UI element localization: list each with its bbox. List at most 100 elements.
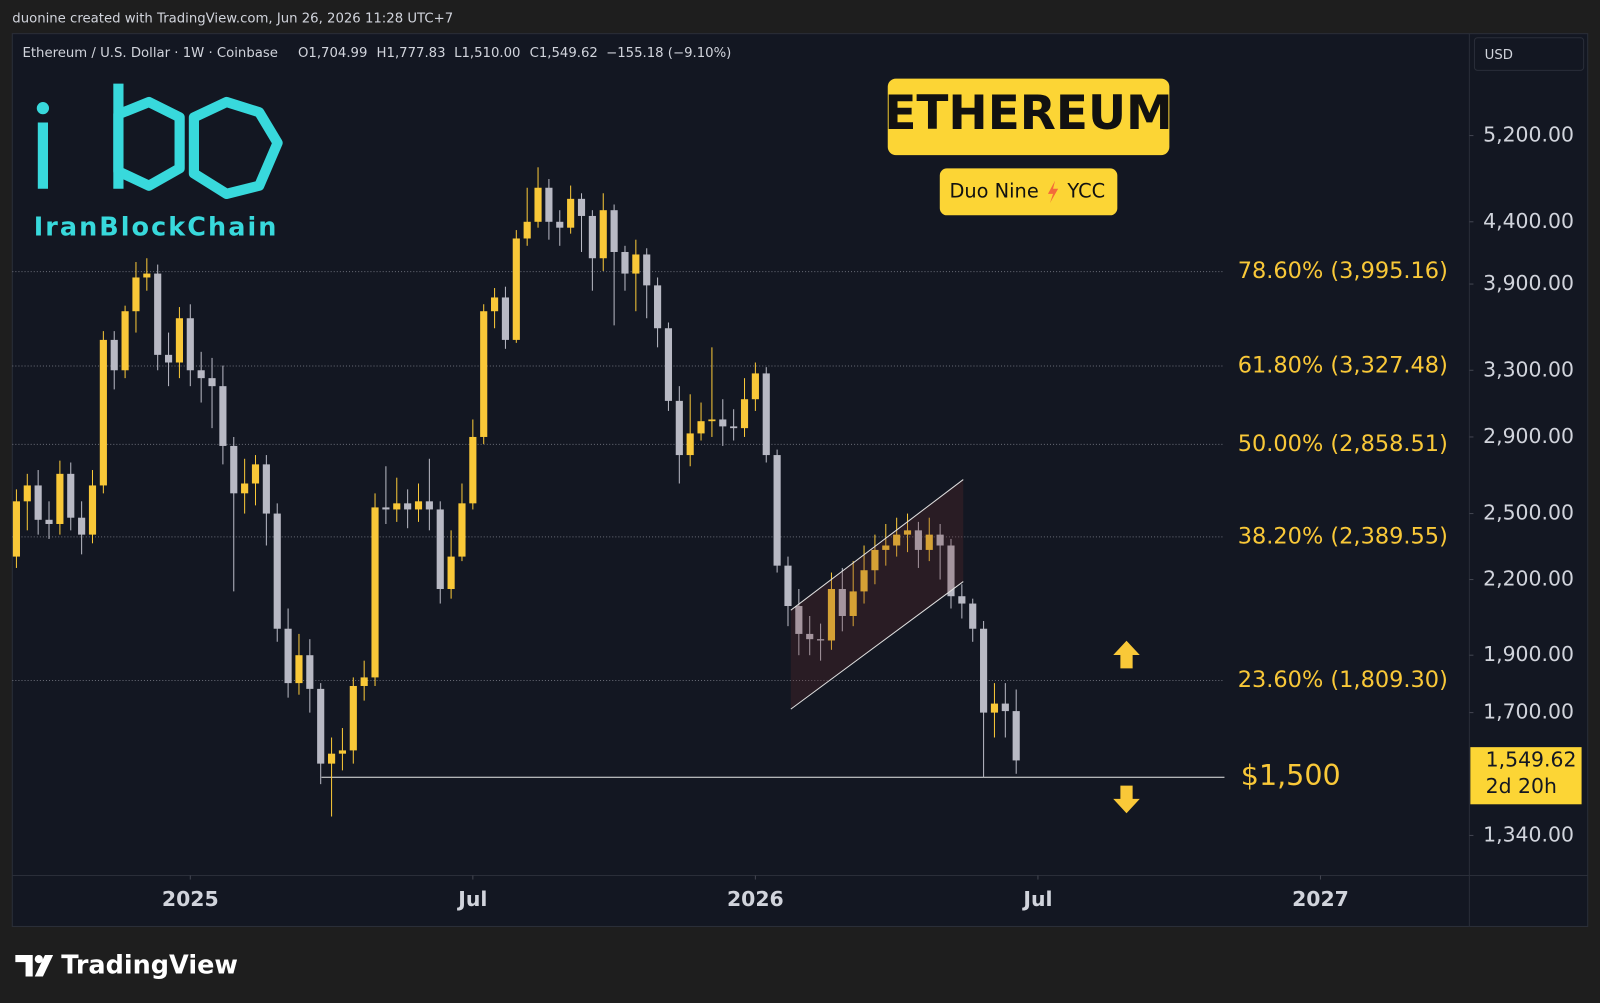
candle-body xyxy=(882,545,890,550)
chart-title: ETHEREUM xyxy=(884,86,1172,141)
fib-label: 23.60% (1,809.30) xyxy=(1238,667,1448,693)
x-tick-label: 2027 xyxy=(1292,887,1349,911)
down-arrow xyxy=(1113,785,1140,814)
tv-logo xyxy=(15,955,54,977)
y-tick-label: 3,900.00 xyxy=(1483,271,1574,295)
candle-body xyxy=(273,513,281,629)
y-tick-label: 2,500.00 xyxy=(1483,501,1574,525)
candle-body xyxy=(556,221,564,228)
candle-body xyxy=(56,473,64,524)
subtitle: Duo Nine xyxy=(949,179,1038,202)
currency[interactable]: USD xyxy=(1485,48,1513,63)
channel-line xyxy=(790,479,964,611)
candle-body xyxy=(545,187,553,222)
candle-body xyxy=(632,254,640,274)
candle-body xyxy=(186,318,194,371)
candle-body xyxy=(154,273,162,355)
candle-body xyxy=(610,210,618,252)
channel-line xyxy=(790,581,964,710)
fib-label: 61.80% (3,327.48) xyxy=(1238,352,1448,378)
ohlc-open: O1,704.99 xyxy=(298,46,367,61)
candle-body xyxy=(306,655,314,689)
candle-body xyxy=(99,339,107,486)
support-label: $1,500 xyxy=(1241,758,1341,792)
candle-body xyxy=(491,297,499,312)
candle-body xyxy=(925,534,933,550)
candle-body xyxy=(664,328,673,401)
candle-body xyxy=(860,570,868,592)
candle-body xyxy=(1012,711,1020,761)
y-tick-label: 1,340.00 xyxy=(1483,822,1574,846)
candle-body xyxy=(469,436,477,504)
last-price: 1,549.62 xyxy=(1486,747,1577,771)
candle-body xyxy=(817,639,825,641)
candle-body xyxy=(230,445,238,494)
x-tick-label: Jul xyxy=(456,887,487,911)
symbol: Ethereum / U.S. Dollar · 1W · Coinbase xyxy=(22,46,277,61)
fib-label: 50.00% (2,858.51) xyxy=(1238,431,1448,457)
x-tick-label: 2026 xyxy=(727,887,784,911)
candle-body xyxy=(393,503,401,510)
y-tick-label: 4,400.00 xyxy=(1483,209,1574,233)
x-tick-label: Jul xyxy=(1021,887,1052,911)
candle-body xyxy=(990,703,999,713)
candle-body xyxy=(425,501,433,510)
up-arrow xyxy=(1113,640,1140,669)
candle-body xyxy=(654,285,662,329)
candle-body xyxy=(251,464,260,484)
candle-body xyxy=(958,596,966,604)
candle-body xyxy=(327,753,336,764)
candle-body xyxy=(143,273,151,278)
candle-body xyxy=(903,530,912,535)
candle-body xyxy=(708,419,716,422)
fib-label: 78.60% (3,995.16) xyxy=(1238,258,1448,284)
candle-body xyxy=(404,503,412,510)
candle-body xyxy=(806,633,814,640)
candle-body xyxy=(849,591,857,616)
fib-label: 38.20% (2,389.55) xyxy=(1238,523,1448,549)
candle-body xyxy=(262,464,270,514)
brand: TradingView xyxy=(61,950,238,980)
candle-body xyxy=(643,254,651,286)
candle-body xyxy=(773,455,781,566)
y-tick-label: 3,300.00 xyxy=(1483,357,1574,381)
candle-body xyxy=(599,210,607,259)
logo-dot xyxy=(36,102,50,115)
candle-body xyxy=(88,485,97,535)
candle-body xyxy=(208,378,216,387)
bolt-icon xyxy=(1047,180,1059,204)
candle-body xyxy=(295,655,303,684)
candle-body xyxy=(382,507,390,510)
candle-body xyxy=(132,277,140,312)
candle-body xyxy=(284,628,292,684)
candle-body xyxy=(338,750,347,754)
y-tick-label: 2,900.00 xyxy=(1483,424,1574,448)
candle-body xyxy=(686,433,694,456)
candle-body xyxy=(414,501,423,510)
candle-body xyxy=(577,198,586,216)
candle-body xyxy=(447,556,455,590)
countdown: 2d 20h xyxy=(1486,774,1557,798)
header-text: duonine created with TradingView.com, Ju… xyxy=(12,11,453,26)
candle-body xyxy=(371,507,379,678)
last-price-box xyxy=(1470,747,1582,805)
chart-pane xyxy=(11,33,1589,927)
candle-body xyxy=(121,311,129,371)
logo-text: IranBlockChain xyxy=(34,213,279,243)
candle-body xyxy=(980,628,988,713)
candle-body xyxy=(751,373,759,400)
candle-body xyxy=(719,419,727,427)
candle-body xyxy=(219,386,227,446)
candle-body xyxy=(1001,703,1009,712)
y-tick-label: 5,200.00 xyxy=(1483,123,1574,147)
candle-body xyxy=(969,603,977,629)
currency-button[interactable] xyxy=(1473,37,1585,71)
candle-body xyxy=(349,685,357,751)
candle-body xyxy=(197,370,205,379)
candle-body xyxy=(838,589,846,616)
candle-body xyxy=(317,688,325,764)
candle-body xyxy=(360,677,368,686)
ohlc-low: L1,510.00 xyxy=(454,46,520,61)
candle-body xyxy=(567,198,575,228)
logo xyxy=(37,83,283,199)
